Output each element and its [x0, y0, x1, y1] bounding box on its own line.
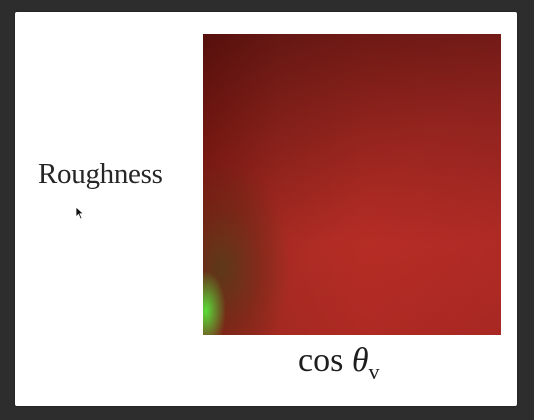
brdf-lut-image — [203, 34, 501, 335]
mouse-pointer-icon — [75, 206, 85, 220]
x-axis-func: cos — [298, 342, 344, 379]
x-axis-subscript: v — [368, 359, 380, 384]
x-axis-symbol: θ — [351, 342, 369, 379]
y-axis-label: Roughness — [38, 158, 163, 190]
x-axis-label: cos θv — [298, 342, 380, 385]
